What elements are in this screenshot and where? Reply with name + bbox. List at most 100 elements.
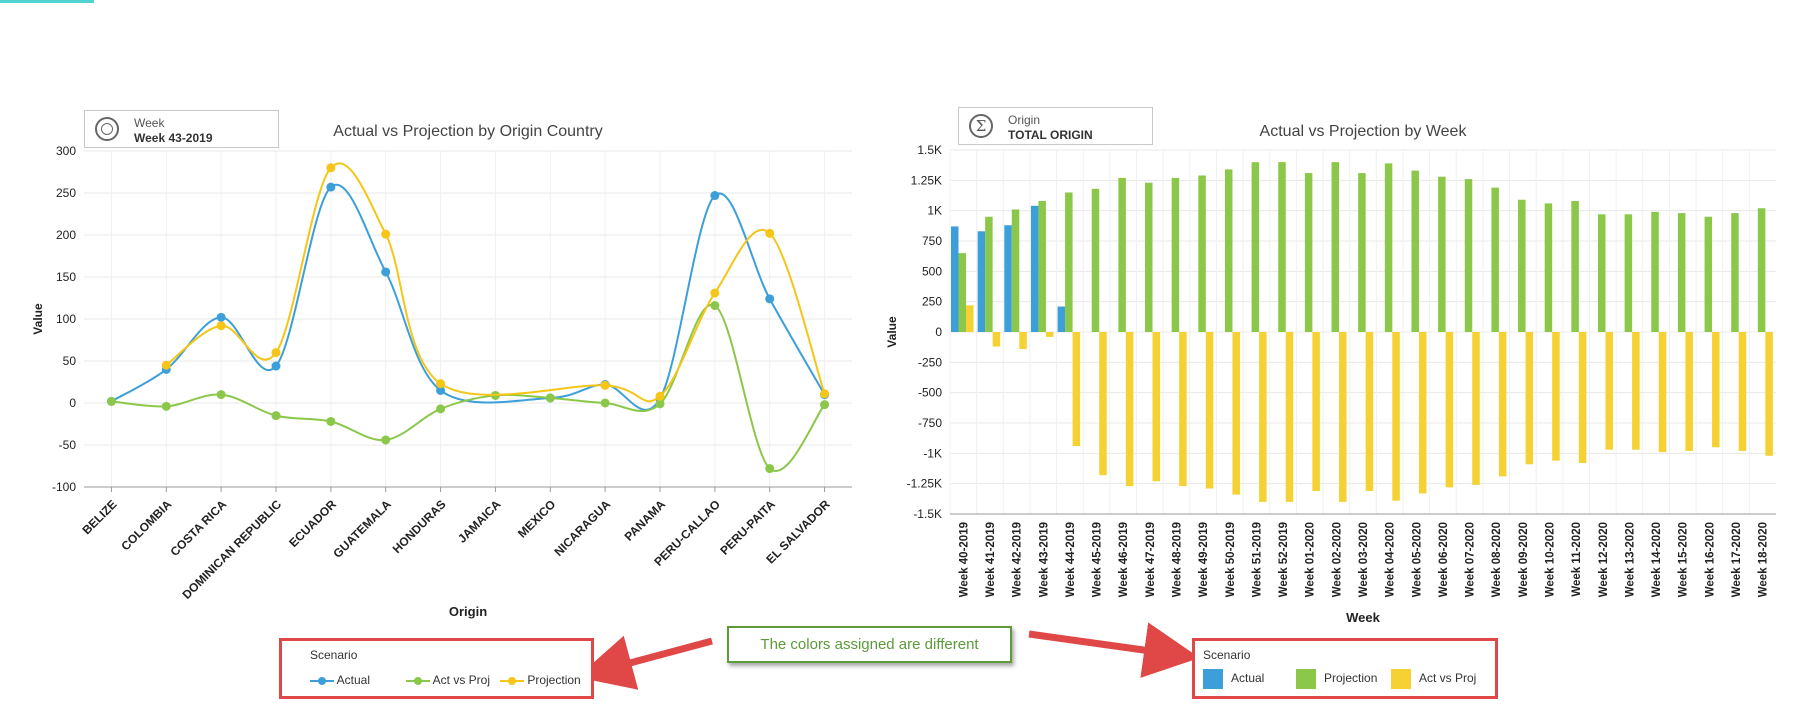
y-tick-label: 500 (922, 264, 942, 278)
x-tick-label: Week 13-2020 (1624, 522, 1636, 597)
line-chart-origin-country: Actual vs Projection by Origin Country -1… (31, 123, 852, 619)
series-line (110, 183, 826, 411)
x-tick-label: Week 07-2020 (1465, 522, 1477, 597)
x-tick-label: Week 14-2020 (1651, 522, 1663, 597)
filter-value: Week 43-2019 (134, 131, 213, 145)
data-point (600, 380, 610, 390)
legend-label: Actual (336, 673, 371, 687)
x-tick-label: ECUADOR (286, 497, 339, 550)
bar (1045, 332, 1054, 337)
bar (1605, 332, 1613, 450)
bar (951, 226, 959, 332)
chart-title: Actual vs Projection by Origin Country (333, 123, 602, 140)
data-point (326, 182, 336, 192)
x-tick-label: Week 17-2020 (1731, 522, 1743, 597)
data-point (326, 416, 336, 426)
x-tick-label: PANAMA (622, 497, 669, 544)
y-tick-label: 250 (56, 186, 76, 200)
data-point (381, 267, 391, 277)
legend-swatch (1296, 669, 1316, 689)
y-tick-label: 0 (69, 396, 76, 410)
legend-swatch (1203, 669, 1223, 689)
data-point (710, 301, 720, 311)
x-tick-label: BELIZE (79, 497, 119, 537)
data-point (545, 393, 555, 403)
y-tick-label: -1.5K (913, 507, 942, 521)
bar (992, 332, 1001, 347)
data-point (216, 390, 226, 400)
y-tick-label: -1.25K (907, 477, 942, 491)
y-tick-label: 750 (922, 234, 942, 248)
bar (1304, 173, 1313, 332)
data-point (600, 398, 610, 408)
bar (1198, 175, 1206, 332)
bar (1339, 332, 1347, 502)
x-tick-label: GUATEMALA (330, 497, 394, 561)
bar (1179, 332, 1187, 487)
x-tick-label: Week 08-2020 (1491, 522, 1503, 597)
x-tick-label: Week 16-2020 (1704, 522, 1716, 597)
circle-filter-icon (95, 117, 119, 141)
bar (966, 305, 974, 332)
filter-value: TOTAL ORIGIN (1008, 128, 1093, 142)
x-tick-label: MEXICO (515, 497, 558, 540)
y-tick-label: 1.25K (911, 173, 942, 187)
y-tick-label: -500 (918, 386, 942, 400)
x-tick-label: Week 45-2019 (1092, 522, 1104, 597)
x-tick-label: Week 52-2019 (1278, 522, 1290, 597)
y-axis-label: Value (31, 303, 45, 335)
bar (1118, 177, 1126, 332)
bar (1685, 332, 1693, 451)
legend-item-actual[interactable]: Actual (1203, 669, 1264, 689)
series-projection (161, 162, 830, 403)
y-tick-label: 50 (63, 354, 77, 368)
x-tick-label: Week 09-2020 (1518, 522, 1530, 597)
legend-item-act-vs-proj[interactable]: Act vs Proj (1391, 669, 1476, 689)
bar (1312, 332, 1320, 491)
x-tick-label: DOMINICAN REPUBLIC (179, 497, 284, 602)
data-point (436, 385, 446, 395)
data-point (381, 229, 391, 239)
x-tick-label: Week 51-2019 (1251, 522, 1263, 597)
bar (1472, 332, 1480, 485)
data-point (216, 312, 226, 322)
legend-label: Act vs Proj (432, 673, 491, 687)
bar (1757, 208, 1766, 332)
bar (1498, 332, 1507, 477)
legend-title: Scenario (310, 648, 358, 662)
bar (1072, 332, 1081, 447)
legend-item-projection[interactable]: Projection (500, 673, 581, 687)
bar (1392, 332, 1400, 501)
bar (1091, 188, 1100, 332)
bar (1578, 332, 1587, 464)
sigma-icon: Σ (969, 114, 993, 138)
data-point (216, 321, 226, 331)
bar (1011, 209, 1020, 332)
bar (1099, 332, 1107, 476)
data-point (820, 389, 830, 399)
week-filter-box[interactable]: Week Week 43-2019 (84, 110, 279, 148)
legend-title: Scenario (1203, 648, 1251, 662)
legend-label: Projection (1324, 671, 1378, 686)
series-actual (106, 182, 830, 411)
bar (1544, 203, 1553, 332)
bar (1251, 162, 1260, 332)
data-point (765, 464, 775, 474)
bar (1232, 332, 1240, 495)
legend-label: Actual (1231, 671, 1265, 686)
legend-item-act-vs-proj[interactable]: Act vs Proj (406, 673, 490, 687)
x-tick-label: Week 44-2019 (1065, 522, 1077, 597)
bar (1365, 332, 1374, 491)
bar (1632, 332, 1640, 450)
x-tick-label: Week 05-2020 (1411, 522, 1423, 597)
bar (1624, 214, 1633, 332)
origin-filter-box[interactable]: Σ Origin TOTAL ORIGIN (958, 107, 1153, 145)
x-tick-label: Week 02-2020 (1331, 522, 1343, 597)
x-tick-label: Week 42-2019 (1012, 522, 1024, 597)
legend-item-actual[interactable]: Actual (310, 673, 370, 687)
filter-label: Week (134, 116, 165, 130)
y-tick-label: 100 (56, 312, 76, 326)
data-point (271, 361, 281, 371)
x-tick-label: COLOMBIA (118, 497, 174, 553)
legend-item-projection[interactable]: Projection (1296, 669, 1377, 689)
